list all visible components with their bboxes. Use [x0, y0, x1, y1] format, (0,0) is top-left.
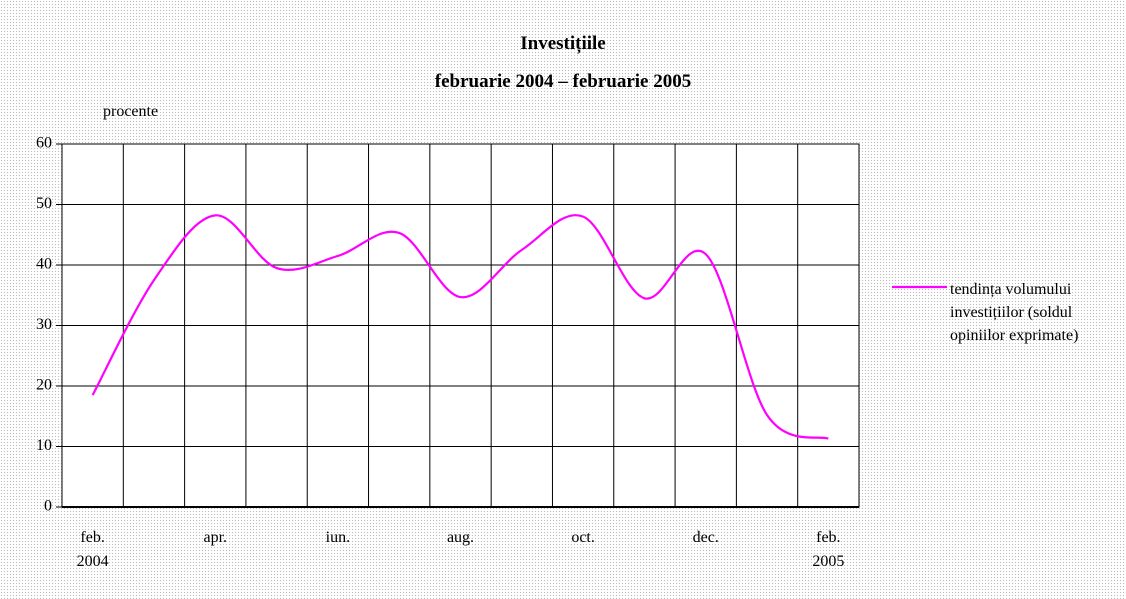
x-tick-label: feb. 2005 — [812, 529, 845, 570]
x-tick-label: oct. — [571, 529, 595, 546]
x-tick-label: feb. 2004 — [76, 529, 109, 570]
y-tick-label: 50 — [36, 195, 52, 212]
series-line — [91, 214, 829, 440]
x-tick-label: aug. — [446, 529, 475, 546]
y-tick-label: 0 — [44, 498, 52, 515]
y-tick-label: 20 — [36, 377, 52, 394]
y-tick-label: 40 — [36, 256, 52, 273]
x-tick-label: apr. — [203, 529, 228, 546]
x-tick-label: iun. — [325, 529, 351, 546]
legend-label: tendința volumului investițiilor (soldul… — [950, 281, 1079, 344]
y-axis-label: procente — [103, 103, 159, 120]
y-tick-label: 60 — [36, 135, 52, 152]
y-tick-label: 10 — [36, 437, 52, 454]
x-tick-label: dec. — [692, 529, 719, 546]
y-tick-label: 30 — [36, 316, 52, 333]
chart-title: Investițiile — [520, 33, 606, 54]
chart-subtitle: februarie 2004 – februarie 2005 — [434, 71, 692, 92]
